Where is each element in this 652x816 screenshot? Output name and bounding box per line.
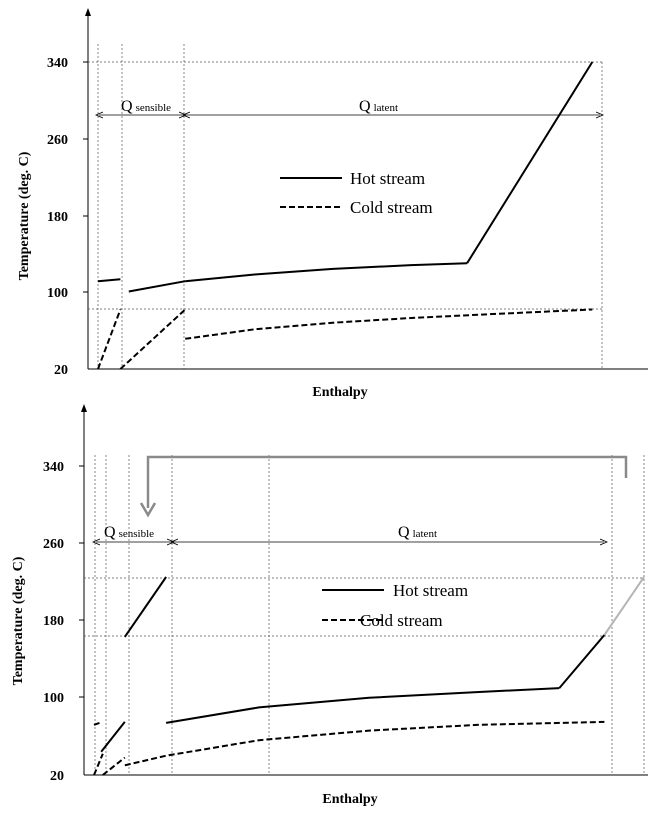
bottom-q-sensible-sub: sensible [119,528,155,540]
bottom-hot-stream-segment-5 [558,634,606,689]
top-hot-stream-segment-4 [466,61,594,264]
bottom-hot-stream-segment-1 [93,721,100,726]
bottom-recycle-arrow-head [139,502,157,518]
top-legend-hot-label: Hot stream [350,169,425,188]
bottom-legend-cold-label: Cold stream [360,611,443,630]
top-q-latent-sub: latent [374,102,398,114]
bottom-tick-label-20: 20 [50,769,64,784]
bottom-cold-stream-segment-3 [124,720,605,767]
top-x-axis-title: Enthalpy [312,385,367,400]
top-cold-stream-segment-2 [119,308,186,370]
bottom-reference-lines [84,455,645,775]
top-q-sensible-main: Q [121,98,133,115]
top-q-sensible-sub: sensible [136,102,172,114]
bottom-y-axis-title: Temperature (deg. C) [11,556,26,685]
top-cold-stream-segment-1 [97,309,122,370]
top-hot-stream-segment-3 [185,262,468,283]
top-tick-label-340: 340 [47,56,68,71]
chart-bottom: 340 260 180 100 20 Temperature (deg. C) … [11,404,648,807]
bottom-hot-stream-segment-2 [100,721,126,753]
top-tick-label-260: 260 [47,133,68,148]
top-tick-label-180: 180 [47,210,68,225]
bottom-hot-stream-segment-4 [165,687,560,724]
bottom-q-sensible-main: Q [104,524,116,541]
bottom-q-latent-sub: latent [413,528,437,540]
top-legend: Hot stream Cold stream [280,169,433,217]
bottom-hot-stream-segment-3 [123,576,167,638]
bottom-recycle-arrow [146,455,628,508]
bottom-series-layer [93,576,645,776]
top-hot-stream-segment-1 [97,278,121,283]
bottom-x-axis-title: Enthalpy [322,792,377,807]
bottom-legend: Hot stream Cold stream [322,581,468,630]
bottom-q-latent-main: Q [398,524,410,541]
top-reference-lines [88,44,603,369]
bottom-cold-stream-segment-1 [93,753,104,776]
chart-top: 340 260 180 100 20 Temperature (deg. C) … [17,8,648,400]
top-legend-cold-label: Cold stream [350,198,433,217]
top-tick-label-20: 20 [54,363,68,378]
bottom-tick-label-340: 340 [43,460,64,475]
top-q-latent-main: Q [359,98,371,115]
bottom-tick-label-100: 100 [43,691,64,706]
bottom-tick-label-180: 180 [43,614,64,629]
bottom-legend-hot-label: Hot stream [393,581,468,600]
top-series-layer [97,61,594,370]
bottom-grey-continuation-segment-1 [603,576,645,636]
bottom-tick-label-260: 260 [43,537,64,552]
top-y-axis-title: Temperature (deg. C) [17,151,32,280]
top-hot-stream-segment-2 [128,280,186,293]
top-cold-stream-segment-3 [185,308,593,340]
top-tick-label-100: 100 [47,286,68,301]
bottom-cold-stream-segment-2 [102,756,126,776]
